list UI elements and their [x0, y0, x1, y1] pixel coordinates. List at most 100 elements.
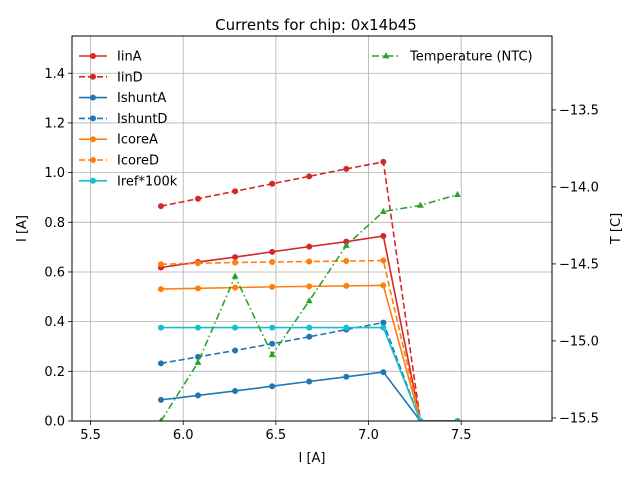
series-iind: [157, 158, 461, 421]
x-tick-label: 7.0: [358, 428, 379, 443]
y-right-tick-label: −13.5: [559, 103, 599, 118]
data-point-iind: [306, 173, 313, 180]
data-point-iind: [157, 203, 164, 210]
data-point-temperature-ntc: [454, 190, 461, 198]
data-point-icorea: [157, 286, 164, 293]
data-point-iref-100k: [269, 324, 276, 331]
legend-entry-iind: IinD: [79, 70, 143, 85]
data-point-iind: [195, 195, 202, 202]
legend-label: IinA: [117, 50, 142, 65]
legend-entry-ishuntd: IshuntD: [79, 112, 167, 127]
data-point-iina: [232, 254, 239, 261]
data-point-iref-100k: [157, 324, 164, 331]
data-point-temperature-ntc: [231, 272, 239, 279]
legend-marker: [90, 177, 96, 184]
legend-label: IinD: [117, 70, 143, 85]
y-right-tick-label: −15.5: [559, 411, 599, 426]
y-right-tick-label: −14.5: [559, 257, 599, 272]
data-point-iina: [306, 243, 313, 250]
data-point-iref-100k: [454, 418, 461, 421]
y-axis-label: I [A]: [15, 215, 30, 242]
legend-entry-iina: IinA: [79, 50, 142, 65]
legend-marker: [90, 136, 96, 143]
data-point-iref-100k: [195, 324, 202, 331]
legend-marker: [90, 115, 96, 122]
y-tick-label: 0.6: [44, 265, 65, 280]
data-point-temperature-ntc: [342, 241, 350, 248]
data-point-icorea: [269, 283, 276, 290]
y-right-tick-label: −14.0: [559, 180, 599, 195]
data-point-icorea: [343, 282, 350, 289]
legend-left: IinA IinD IshuntA IshuntD IcoreA IcoreD Iref*1…: [79, 50, 178, 189]
series-line-iind: [160, 160, 458, 421]
data-point-ishunta: [380, 369, 387, 376]
legend-right: Temperature (NTC): [372, 50, 533, 65]
data-point-temperature-ntc: [268, 350, 276, 358]
data-point-iina: [380, 232, 387, 239]
data-point-iref-100k: [232, 324, 239, 331]
legend-entry-iref-100k: Iref*100k: [79, 174, 178, 189]
data-point-ishuntd: [306, 333, 313, 340]
data-point-icored: [380, 257, 387, 264]
legend-label: IshuntA: [117, 91, 166, 106]
data-point-temperature-ntc: [305, 297, 313, 304]
x-tick-label: 5.5: [80, 428, 101, 443]
y-axis-right-label: T [C]: [609, 213, 624, 245]
x-axis-label: I [A]: [298, 451, 325, 466]
data-point-ishunta: [195, 392, 202, 399]
series-icorea: [157, 282, 461, 421]
legend-entry-temperature-ntc: Temperature (NTC): [372, 50, 533, 65]
data-point-temperature-ntc: [194, 358, 202, 365]
data-point-icored: [269, 259, 276, 266]
chart-title: Currents for chip: 0x14b45: [215, 16, 417, 34]
data-point-icored: [195, 260, 202, 267]
legend-marker: [90, 157, 96, 163]
y-tick-label: 0.8: [44, 216, 65, 231]
y-tick-label: 1.0: [44, 166, 65, 181]
data-point-iref-100k: [380, 324, 387, 331]
series-iref-100k: [157, 324, 461, 421]
data-point-iref-100k: [417, 418, 424, 421]
data-point-ishunta: [269, 383, 276, 390]
x-tick-label: 6.5: [266, 428, 287, 443]
legend-marker: [90, 94, 96, 101]
y-tick-label: 1.4: [44, 67, 65, 82]
data-point-temperature-ntc: [417, 201, 424, 208]
y-tick-label: 0.0: [44, 415, 65, 430]
data-point-iind: [343, 165, 350, 172]
data-point-iref-100k: [343, 324, 350, 331]
legend-label: IcoreD: [117, 154, 159, 169]
data-point-icored: [306, 258, 313, 265]
x-tick-label: 6.0: [173, 428, 194, 443]
data-point-iref-100k: [306, 324, 313, 331]
legend-marker: [90, 53, 96, 59]
series-temperature-ntc: [158, 190, 461, 421]
legend-entry-icored: IcoreD: [79, 154, 159, 169]
data-point-icored: [157, 261, 164, 268]
data-point-iind: [380, 158, 387, 165]
data-point-iind: [269, 180, 276, 187]
axes: 5.5 6.0 6.5 7.0 7.5 0.0 0.2 0.4 0.6 0.8 1.0 1.2 1.4 −…: [44, 67, 599, 443]
plot-frame: [71, 35, 553, 422]
legend-marker: [90, 73, 96, 80]
data-point-ishunta: [306, 378, 313, 385]
y-tick-label: 0.2: [44, 365, 65, 380]
data-point-iina: [269, 248, 276, 255]
data-point-icored: [343, 258, 350, 265]
legend-label: IshuntD: [117, 112, 167, 127]
data-point-ishunta: [157, 396, 164, 403]
legend-label: Temperature (NTC): [409, 50, 533, 65]
data-point-temperature-ntc: [158, 417, 164, 421]
data-point-icorea: [232, 284, 239, 291]
data-point-temperature-ntc: [379, 207, 387, 214]
legend-entry-ishunta: IshuntA: [79, 91, 166, 106]
series-layer: [157, 158, 461, 421]
y-tick-label: 1.2: [44, 116, 65, 131]
data-point-icorea: [380, 282, 387, 289]
legend-entry-icorea: IcoreA: [79, 133, 158, 148]
legend-label: IcoreA: [117, 133, 158, 148]
data-point-icorea: [195, 285, 202, 292]
data-point-ishuntd: [380, 319, 387, 326]
data-point-ishuntd: [269, 340, 276, 347]
